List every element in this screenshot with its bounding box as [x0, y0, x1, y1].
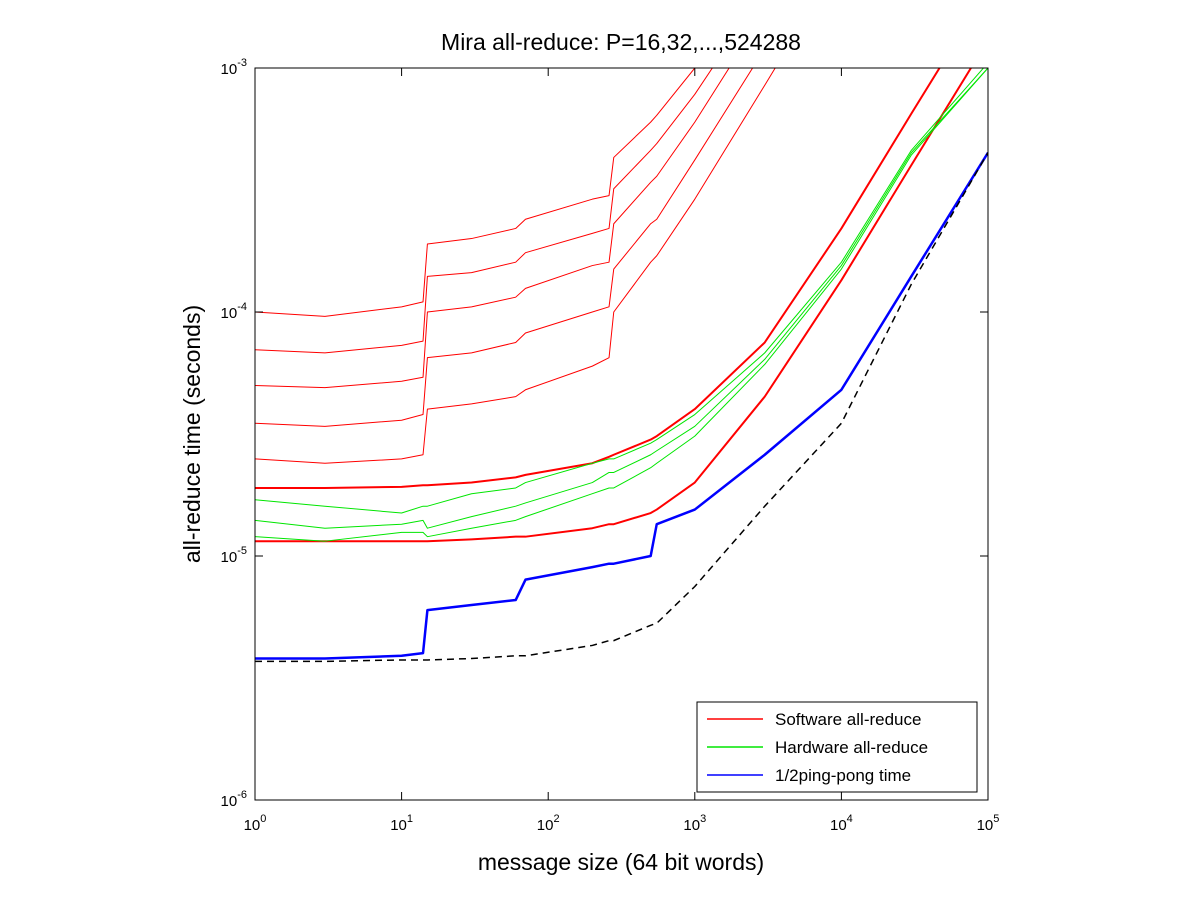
x-tick-label: 100	[244, 813, 267, 834]
tick-base: 10	[830, 817, 847, 834]
x-tick-label: 105	[977, 813, 1000, 834]
series-line	[255, 68, 988, 542]
tick-exponent: 0	[260, 813, 266, 825]
plot-lines	[255, 68, 988, 663]
tick-exponent: 3	[700, 813, 706, 825]
series-line	[255, 68, 696, 317]
tick-base: 10	[221, 305, 238, 322]
tick-base: 10	[221, 61, 238, 78]
series-line	[255, 68, 985, 514]
tick-base: 10	[244, 817, 261, 834]
tick-exponent: 2	[553, 813, 559, 825]
tick-base: 10	[221, 793, 238, 810]
series-line	[255, 68, 713, 354]
legend-label: Hardware all-reduce	[775, 738, 928, 757]
y-tick-label: 10-5	[221, 545, 247, 566]
x-tick-label: 103	[683, 813, 706, 834]
legend-label: Software all-reduce	[775, 710, 921, 729]
tick-base: 10	[221, 549, 238, 566]
x-axis-label: message size (64 bit words)	[478, 849, 764, 875]
x-tick-label: 102	[537, 813, 560, 834]
tick-base: 10	[390, 817, 407, 834]
y-tick-label: 10-3	[221, 57, 247, 78]
tick-exponent: -4	[237, 301, 247, 313]
tick-exponent: -3	[237, 57, 247, 69]
y-tick-label: 10-6	[221, 789, 247, 810]
y-axis-label: all-reduce time (seconds)	[179, 305, 205, 563]
tick-base: 10	[537, 817, 554, 834]
tick-exponent: 4	[847, 813, 853, 825]
series-line	[255, 68, 730, 389]
series-line	[255, 68, 988, 529]
tick-base: 10	[977, 817, 994, 834]
tick-exponent: -5	[237, 545, 247, 557]
series-line	[255, 151, 988, 660]
x-tick-label: 104	[830, 813, 853, 834]
series-line	[255, 68, 941, 489]
series-line	[255, 68, 776, 464]
chart-title: Mira all-reduce: P=16,32,...,524288	[441, 29, 801, 55]
tick-exponent: 1	[407, 813, 413, 825]
series-line	[255, 68, 973, 543]
tick-exponent: 5	[993, 813, 999, 825]
plot-frame	[254, 67, 989, 801]
y-tick-label: 10-4	[221, 301, 247, 322]
tick-base: 10	[683, 817, 700, 834]
legend-label: 1/2ping-pong time	[775, 766, 911, 785]
x-tick-label: 101	[390, 813, 413, 834]
series-line	[255, 68, 754, 427]
tick-exponent: -6	[237, 789, 247, 801]
